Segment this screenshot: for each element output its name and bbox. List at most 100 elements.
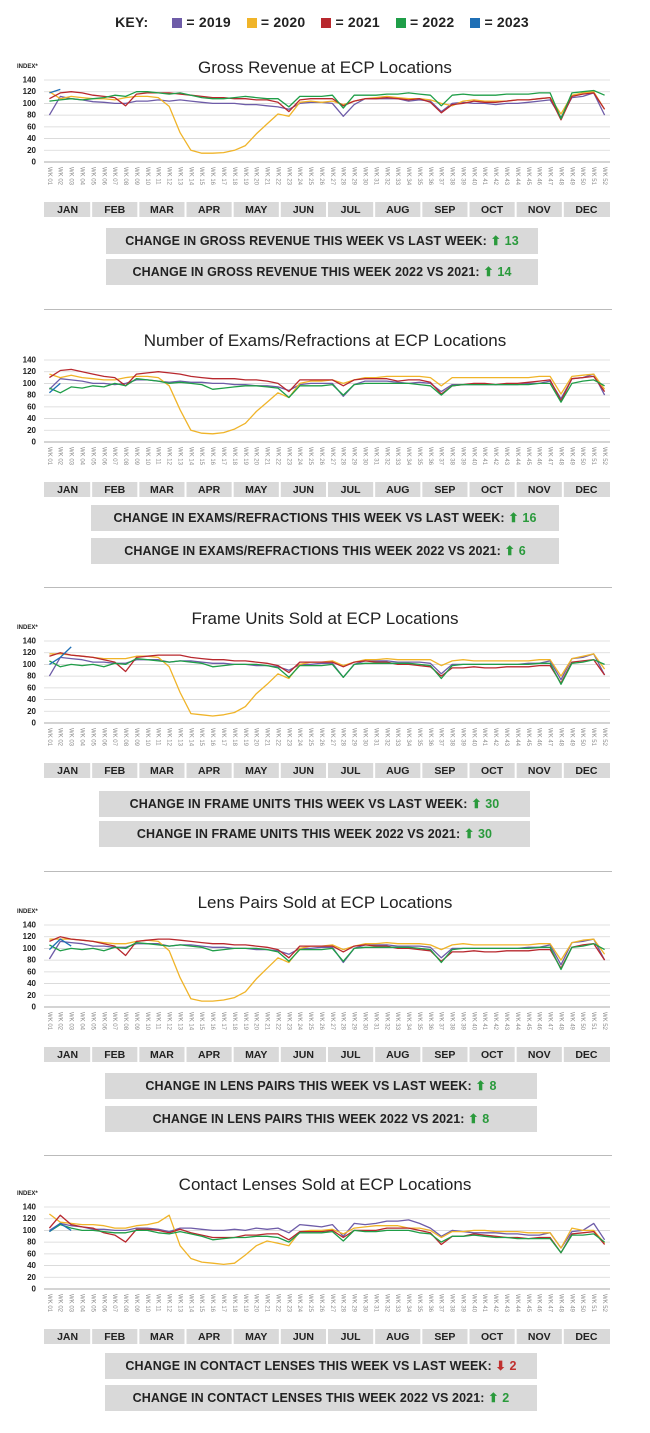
x-tick-label: WK 18 [231,167,237,186]
x-tick-label: WK 39 [460,728,466,747]
x-tick-label: WK 31 [372,447,378,466]
month-label: AUG [386,204,409,216]
x-tick-label: WK 38 [449,1012,455,1031]
x-tick-label: WK 35 [416,167,422,186]
x-tick-label: WK 48 [557,1294,563,1313]
x-tick-label: WK 51 [590,728,596,747]
stat-value: 14 [497,265,512,279]
x-tick-label: WK 05 [89,1294,95,1313]
x-tick-label: WK 37 [438,728,444,747]
x-tick-label: WK 07 [111,1012,117,1031]
chart-title: Frame Units Sold at ECP Locations [191,609,459,628]
y-tick-label: 60 [27,683,36,692]
x-tick-label: WK 16 [209,167,215,186]
stat-text: CHANGE IN GROSS REVENUE THIS WEEK VS LAS… [125,234,487,248]
chart-plot-exams: 140 120 100 80 60 40 20 0 WK 01 WK 02 WK 03 WK 04 WK… [23,356,610,497]
x-tick-label: WK 05 [89,728,95,747]
x-tick-label: WK 08 [122,167,128,186]
y-tick-label: 40 [27,1261,36,1270]
x-tick-label: WK 28 [340,447,346,466]
y-tick-label: 20 [27,707,36,716]
month-label: FEB [104,1331,125,1343]
key-item-2020: = 2020 [246,14,305,30]
series-line-2023 [48,938,72,951]
x-tick-label: WK 09 [133,167,139,186]
x-tick-label: WK 20 [253,728,259,747]
stat-box: CHANGE IN GROSS REVENUE THIS WEEK 2022 V… [106,259,538,285]
month-label: APR [198,1331,221,1343]
x-tick-label: WK 05 [89,1012,95,1031]
y-tick-label: 100 [23,379,37,388]
x-tick-label: WK 07 [111,167,117,186]
chart-section-contact-lenses: Contact Lenses Sold at ECP Locations IND… [0,1175,650,1420]
x-tick-label: WK 48 [557,1012,563,1031]
arrow-down-icon: ⬇ [495,1359,506,1373]
x-tick-label: WK 01 [46,1294,52,1313]
stat-value: 16 [522,511,537,525]
month-label: NOV [528,204,551,216]
x-tick-label: WK 49 [568,167,574,186]
x-tick-label: WK 09 [133,1294,139,1313]
x-tick-label: WK 32 [383,167,389,186]
x-tick-label: WK 03 [68,728,74,747]
x-tick-label: WK 30 [362,1294,368,1313]
month-label: MAR [150,1049,174,1061]
x-tick-label: WK 13 [177,728,183,747]
x-tick-label: WK 03 [68,167,74,186]
x-tick-label: WK 39 [460,1294,466,1313]
y-tick-label: 60 [27,122,36,131]
key-text-2019: = 2019 [186,14,231,30]
series-line-2020 [49,1213,606,1266]
chart-plot-gross-revenue: 140 120 100 80 60 40 20 0 WK 01 WK 02 WK 03 WK 04 WK… [23,76,610,217]
series-line-2021 [49,936,606,969]
x-tick-label: WK 27 [329,728,335,747]
x-tick-label: WK 01 [46,167,52,186]
key-text-2021: = 2021 [335,14,380,30]
x-tick-label: WK 32 [383,1012,389,1031]
stat-value: 6 [518,544,526,558]
x-tick-label: WK 28 [340,1012,346,1031]
x-tick-label: WK 12 [166,1012,172,1031]
month-label: DEC [575,1331,598,1343]
month-label: JUL [341,1049,361,1061]
x-tick-label: WK 04 [79,1012,85,1031]
y-tick-label: 140 [23,637,37,646]
x-tick-label: WK 17 [220,1012,226,1031]
y-tick-label: 20 [27,1273,36,1282]
x-tick-label: WK 17 [220,1294,226,1313]
x-tick-label: WK 19 [242,1012,248,1031]
x-tick-label: WK 15 [198,167,204,186]
x-tick-label: WK 15 [198,1012,204,1031]
x-tick-label: WK 34 [405,728,411,747]
x-tick-label: WK 15 [198,1294,204,1313]
y-tick-label: 100 [23,944,37,953]
month-label: MAY [245,765,267,777]
series-line-2023 [48,382,61,394]
month-label: JUL [341,765,361,777]
series-line-2021 [49,368,606,402]
chart-title: Lens Pairs Sold at ECP Locations [197,893,453,912]
x-tick-label: WK 13 [177,1012,183,1031]
x-tick-label: WK 27 [329,447,335,466]
x-tick-label: WK 41 [481,1294,487,1313]
x-tick-label: WK 28 [340,728,346,747]
x-tick-label: WK 04 [79,167,85,186]
y-tick-label: 60 [27,402,36,411]
x-tick-label: WK 52 [601,447,607,466]
series-line-2022 [49,378,605,403]
x-tick-label: WK 50 [579,447,585,466]
y-tick-label: 20 [27,991,36,1000]
x-tick-label: WK 46 [536,167,542,186]
x-tick-label: WK 07 [111,1294,117,1313]
x-tick-label: WK 41 [481,447,487,466]
x-tick-label: WK 30 [362,1012,368,1031]
month-label: SEP [434,1331,455,1343]
stat-box: CHANGE IN FRAME UNITS THIS WEEK 2022 VS … [99,821,530,847]
x-tick-label: WK 45 [525,1294,531,1313]
stat-box: CHANGE IN CONTACT LENSES THIS WEEK VS LA… [105,1353,537,1379]
x-tick-label: WK 14 [187,167,193,186]
month-label: NOV [528,765,551,777]
x-tick-label: WK 11 [155,167,161,185]
x-tick-label: WK 18 [231,1012,237,1031]
month-label: AUG [386,1049,409,1061]
